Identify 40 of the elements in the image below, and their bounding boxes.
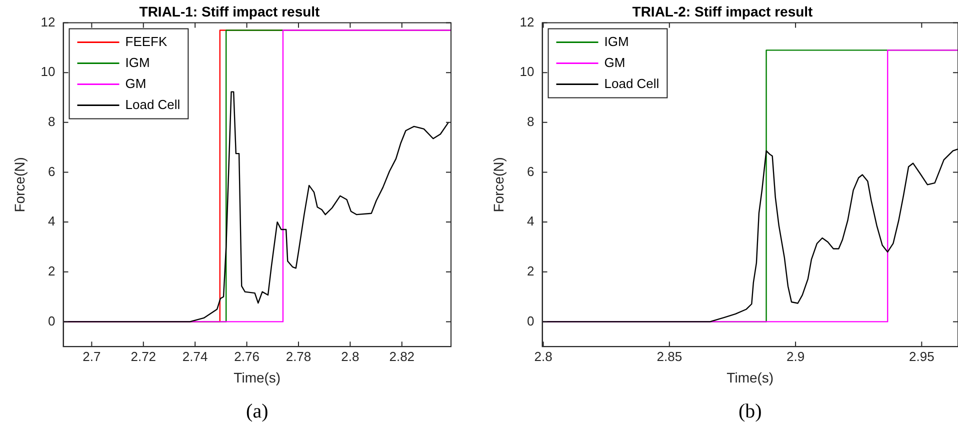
y-tick-label: 4 bbox=[527, 214, 534, 229]
y-tick-label: 0 bbox=[527, 313, 534, 328]
text: (b) bbox=[738, 400, 762, 422]
legend-label: Load Cell bbox=[125, 96, 180, 112]
x-tick-label: 2.95 bbox=[909, 348, 934, 364]
legend-label: GM bbox=[604, 54, 626, 70]
chart-title: TRIAL-1: Stiff impact result bbox=[139, 3, 320, 20]
legend-label: Load Cell bbox=[604, 76, 660, 91]
x-axis-title: Time(s) bbox=[726, 369, 774, 386]
x-tick-label: 2.78 bbox=[286, 348, 312, 364]
y-tick-label: 12 bbox=[40, 14, 56, 30]
y-tick-label: 2 bbox=[527, 263, 534, 278]
y-tick-label: 10 bbox=[520, 64, 534, 80]
y-tick-label: 10 bbox=[40, 64, 56, 80]
x-axis-title: Time(s) bbox=[234, 369, 281, 386]
x-tick-label: 2.7 bbox=[82, 348, 101, 364]
y-axis-title: Force(N) bbox=[11, 157, 28, 212]
chart-title: TRIAL-2: Stiff impact result bbox=[632, 3, 814, 20]
x-tick-label: 2.8 bbox=[534, 348, 552, 364]
x-tick-label: 2.72 bbox=[130, 348, 156, 364]
y-tick-label: 8 bbox=[527, 114, 534, 130]
x-tick-label: 2.8 bbox=[341, 348, 360, 364]
legend-label: FEEFK bbox=[125, 34, 168, 49]
text: (a) bbox=[246, 400, 268, 422]
y-tick-label: 8 bbox=[48, 114, 56, 130]
legend-label: IGM bbox=[125, 54, 150, 70]
legend-label: GM bbox=[125, 76, 146, 91]
x-tick-label: 2.9 bbox=[786, 348, 805, 364]
x-tick-label: 2.76 bbox=[234, 348, 260, 364]
y-tick-label: 0 bbox=[48, 313, 56, 328]
x-tick-label: 2.85 bbox=[656, 348, 682, 364]
y-tick-label: 6 bbox=[48, 164, 56, 179]
y-tick-label: 6 bbox=[527, 164, 534, 179]
x-tick-label: 2.74 bbox=[182, 348, 208, 364]
y-tick-label: 2 bbox=[48, 263, 56, 278]
y-axis-title: Force(N) bbox=[490, 157, 506, 212]
y-tick-label: 12 bbox=[520, 14, 534, 30]
legend-label: IGM bbox=[604, 34, 629, 49]
x-tick-label: 2.82 bbox=[389, 348, 415, 364]
y-tick-label: 4 bbox=[48, 214, 56, 229]
